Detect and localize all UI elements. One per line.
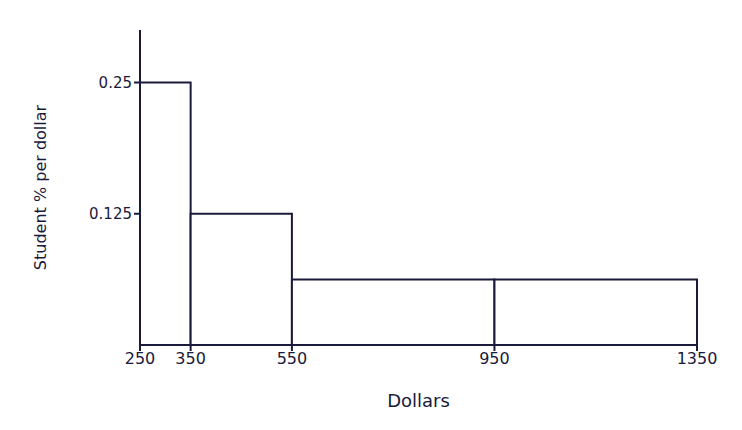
svg-text:Dollars: Dollars xyxy=(387,390,450,411)
svg-text:350: 350 xyxy=(175,349,206,368)
svg-text:0.125: 0.125 xyxy=(89,205,132,223)
svg-text:1350: 1350 xyxy=(677,349,718,368)
svg-text:Student % per dollar: Student % per dollar xyxy=(31,104,50,270)
svg-text:950: 950 xyxy=(479,349,510,368)
svg-text:250: 250 xyxy=(125,349,156,368)
svg-text:0.25: 0.25 xyxy=(99,74,132,92)
svg-text:550: 550 xyxy=(277,349,308,368)
